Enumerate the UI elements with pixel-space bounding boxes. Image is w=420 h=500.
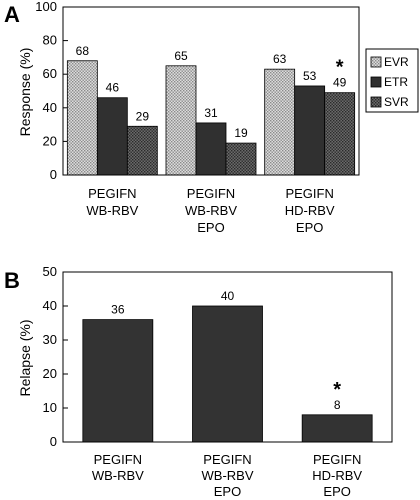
panel-a-data-label: 63 bbox=[273, 52, 287, 66]
panel-b-category-label: PEGIFN bbox=[94, 452, 142, 467]
panel-a-ytick-label: 20 bbox=[43, 133, 57, 148]
panel-a-category-label: EPO bbox=[296, 220, 323, 235]
panel-b-category-label: PEGIFN bbox=[313, 452, 361, 467]
panel-a-bar-svr bbox=[324, 92, 356, 176]
panel-b-bar bbox=[82, 319, 154, 443]
panel-a-ytick-label: 100 bbox=[35, 0, 57, 14]
panel-b-category-label: HD-RBV bbox=[312, 468, 362, 483]
panel-b-ytick-label: 50 bbox=[43, 264, 57, 279]
panel-a-data-label: 53 bbox=[303, 69, 317, 83]
panel-a-category-label: HD-RBV bbox=[285, 203, 335, 218]
panel-b-category-label: PEGIFN bbox=[203, 452, 251, 467]
panel-b-data-label: 8 bbox=[334, 398, 341, 412]
legend-swatch-svr bbox=[370, 96, 382, 108]
panel-a-data-label: 49 bbox=[333, 76, 347, 90]
panel-b-ytick-label: 30 bbox=[43, 332, 57, 347]
panel-b-category-label: WB-RBV bbox=[92, 468, 144, 483]
panel-a-data-label: 29 bbox=[136, 109, 150, 123]
panel-a-bar-etr bbox=[96, 97, 128, 176]
panel-a-category-label: PEGIFN bbox=[285, 186, 333, 201]
panel-a-bar-svr bbox=[225, 142, 257, 176]
panel-b-bar bbox=[192, 305, 263, 443]
panel-b-plot-frame bbox=[62, 271, 393, 443]
panel-a-bar-evr bbox=[66, 60, 98, 176]
panel-a-plot-frame bbox=[62, 6, 360, 176]
panel-a-data-label: 68 bbox=[76, 44, 90, 58]
panel-a: A Response (%) 0 20 40 60 80 100 68 46 29 65 31 19… bbox=[4, 0, 419, 235]
panel-a-bar-evr bbox=[165, 65, 197, 176]
panel-a-category-label: EPO bbox=[197, 220, 224, 235]
legend-swatch-evr bbox=[370, 56, 382, 68]
panel-a-category-label: PEGIFN bbox=[187, 186, 235, 201]
panel-a-bar-svr bbox=[126, 125, 158, 176]
panel-a-data-label: 46 bbox=[106, 81, 120, 95]
legend-frame bbox=[365, 48, 419, 113]
panel-a-ytick-label: 60 bbox=[43, 66, 57, 81]
panel-b-bar bbox=[301, 414, 373, 443]
legend-label-etr: ETR bbox=[384, 75, 408, 89]
panel-a-ytick-label: 40 bbox=[43, 100, 57, 115]
legend-label-svr: SVR bbox=[384, 95, 409, 109]
panel-a-label: A bbox=[4, 2, 20, 27]
panel-b-ytick-label: 10 bbox=[43, 400, 57, 415]
panel-a-category-label: WB-RBV bbox=[185, 203, 237, 218]
panel-a-category-label: PEGIFN bbox=[88, 186, 136, 201]
panel-a-bar-evr bbox=[264, 68, 296, 176]
panel-b-ytick-label: 0 bbox=[50, 434, 57, 449]
panel-a-bar-etr bbox=[195, 122, 227, 176]
panel-b-ylabel: Relapse (%) bbox=[17, 319, 33, 396]
panel-b-category-label: WB-RBV bbox=[202, 468, 254, 483]
panel-b-ytick-label: 40 bbox=[43, 298, 57, 313]
panel-a-data-label: 65 bbox=[174, 49, 188, 63]
panel-a-ytick-label: 80 bbox=[43, 33, 57, 48]
panel-b-ytick-label: 20 bbox=[43, 366, 57, 381]
panel-b-category-label: EPO bbox=[323, 484, 350, 499]
panel-a-ylabel: Response (%) bbox=[17, 48, 33, 137]
panel-b-data-label: 36 bbox=[111, 303, 125, 317]
panel-b-data-label: 40 bbox=[221, 289, 235, 303]
panel-b-category-label: EPO bbox=[214, 484, 241, 499]
panel-b-label: B bbox=[4, 268, 20, 293]
panel-a-significance-mark: * bbox=[336, 57, 344, 79]
legend-label-evr: EVR bbox=[384, 55, 409, 69]
panel-a-data-label: 19 bbox=[234, 126, 248, 140]
panel-a-data-label: 31 bbox=[204, 106, 218, 120]
legend-swatch-etr bbox=[370, 76, 382, 88]
panel-a-category-label: WB-RBV bbox=[86, 203, 138, 218]
panel-a-legend: EVR ETR SVR bbox=[365, 48, 419, 113]
panel-b-significance-mark: * bbox=[333, 379, 341, 401]
panel-a-ytick-label: 0 bbox=[50, 167, 57, 182]
panel-a-bar-etr bbox=[294, 85, 326, 176]
